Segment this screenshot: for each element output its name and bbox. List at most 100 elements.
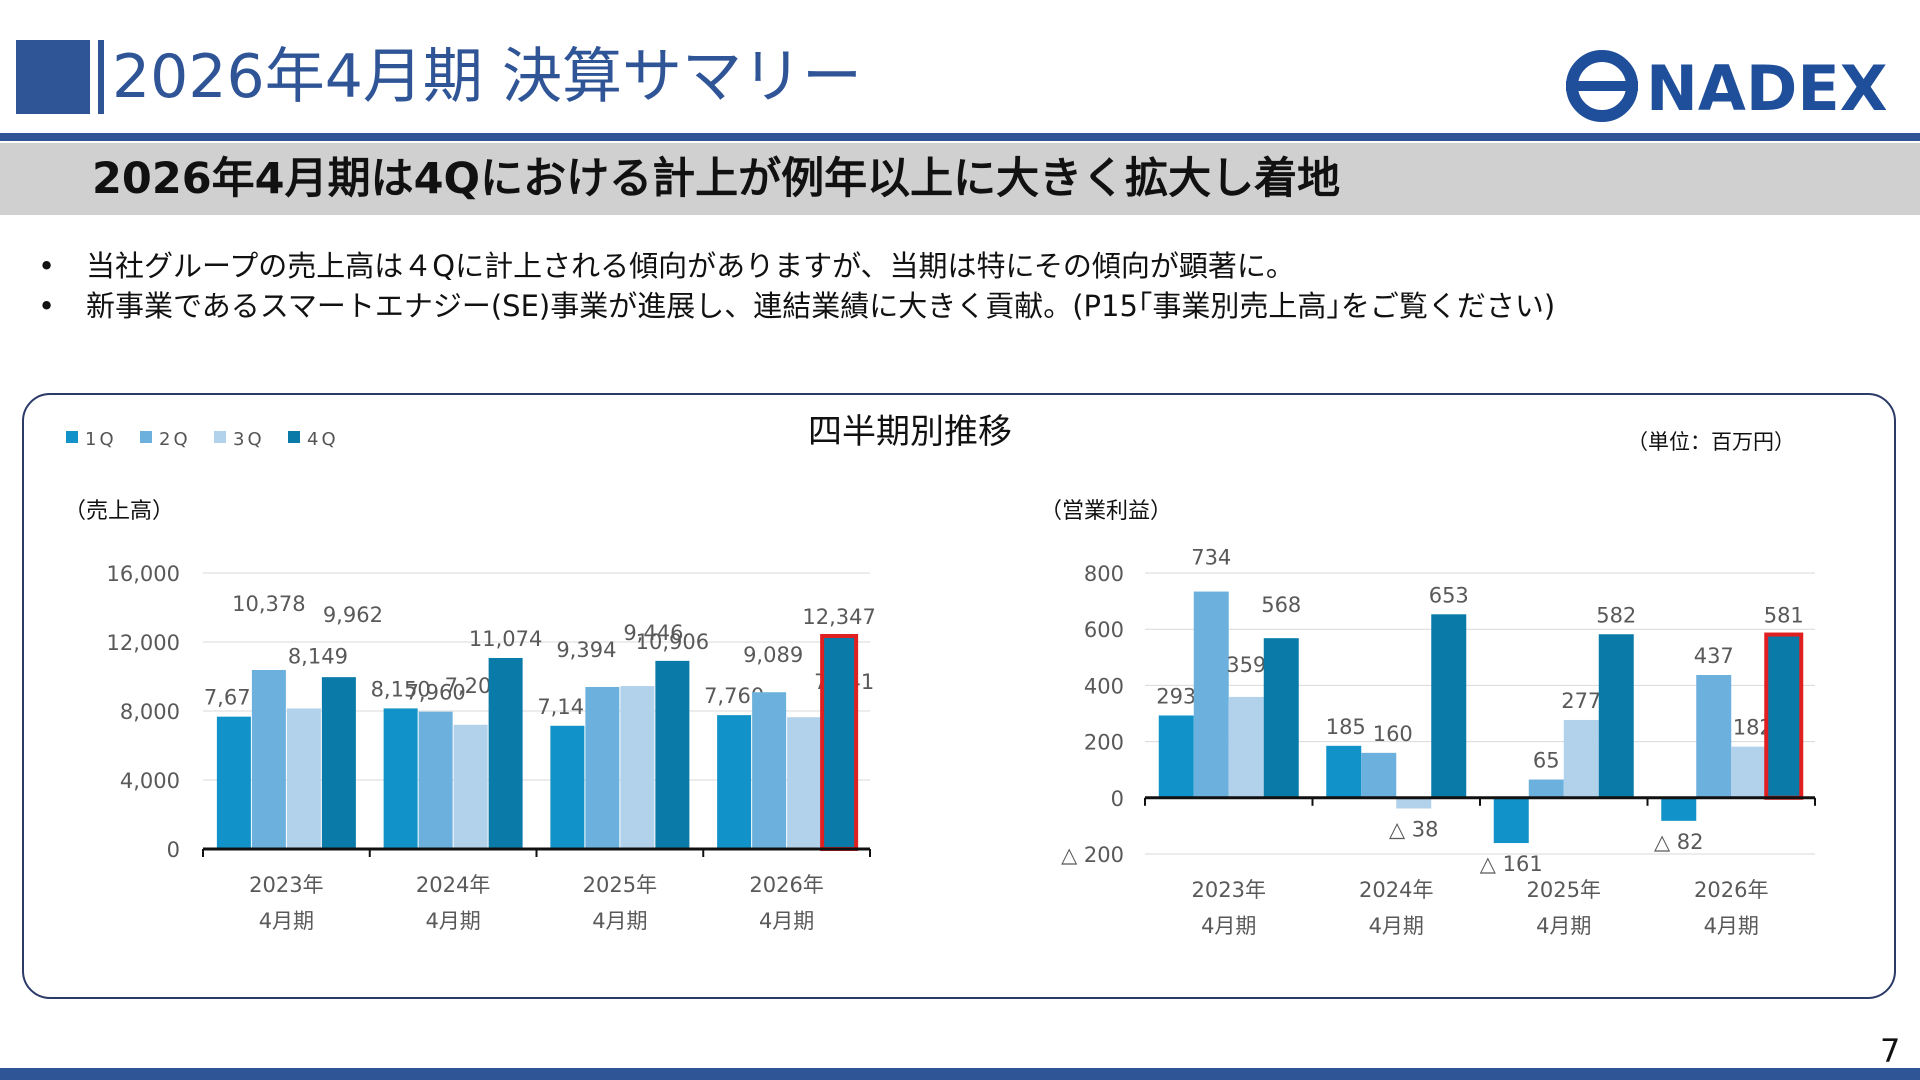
chart-bar [216, 716, 251, 849]
chart-bar [286, 708, 321, 849]
data-label: △ 38 [1389, 817, 1439, 841]
legend-label: 4Q [307, 429, 339, 450]
bullet-list: • 当社グループの売上高は４Qに計上される傾向がありますが、当期は特にその傾向が顕… [38, 246, 1555, 326]
page-number: 7 [1880, 1032, 1901, 1070]
data-label: 160 [1373, 722, 1413, 746]
chart-bar [820, 634, 859, 851]
y-tick-label: 600 [1084, 618, 1124, 642]
data-label: 9,089 [743, 643, 803, 667]
x-tick-label: 4月期 [1369, 914, 1424, 938]
data-label: 359 [1226, 653, 1266, 677]
x-tick-label: 2023年 [1192, 878, 1266, 902]
chart-bar [1326, 745, 1362, 798]
legend-label: 3Q [233, 429, 265, 450]
chart-bar [1696, 675, 1732, 798]
legend-label: 2Q [159, 429, 191, 450]
chart-bar [620, 686, 655, 849]
chart-bar [1598, 634, 1634, 798]
data-label: 582 [1596, 603, 1636, 627]
legend-swatch [288, 431, 300, 443]
bullet-item: • 当社グループの売上高は４Qに計上される傾向がありますが、当期は特にその傾向が顕… [38, 246, 1555, 286]
legend-swatch [214, 431, 226, 443]
x-tick-label: 2026年 [749, 873, 823, 897]
x-tick-label: 4月期 [1704, 914, 1759, 938]
header-rule [0, 133, 1920, 141]
data-label: 65 [1533, 749, 1560, 773]
x-tick-label: 4月期 [592, 909, 647, 933]
data-label: 9,446 [623, 621, 683, 645]
x-tick-label: 4月期 [1536, 914, 1591, 938]
bullet-marker: • [38, 289, 56, 323]
x-tick-label: 4月期 [425, 909, 480, 933]
chart-bar [787, 717, 822, 849]
chart-bar [1563, 719, 1599, 798]
chart-bar [1263, 638, 1299, 798]
chart-bar [1661, 797, 1697, 821]
y-tick-label: 200 [1084, 731, 1124, 755]
data-label: 10,378 [232, 592, 305, 616]
chart-bar [1493, 797, 1529, 844]
chart-bar [717, 715, 752, 849]
data-label: 9,962 [323, 603, 383, 627]
data-label: 7,960 [406, 681, 466, 705]
chart-bar [1361, 752, 1397, 798]
data-label: 293 [1156, 684, 1196, 708]
data-label: 653 [1429, 583, 1469, 607]
footer-rule [0, 1068, 1920, 1080]
chart-bar [550, 725, 585, 849]
chart-bar [752, 692, 787, 849]
y-tick-label: 0 [167, 838, 180, 862]
bullet-text: 新事業であるスマートエナジー(SE)事業が進展し、連結業績に大きく貢献。(P15… [86, 289, 1556, 323]
chart-bar [1396, 797, 1432, 809]
chart-bar [453, 724, 488, 849]
chart-bar [1528, 779, 1564, 798]
header-accent-block [16, 40, 90, 114]
x-tick-label: 2024年 [1359, 878, 1433, 902]
x-tick-label: 2024年 [416, 873, 490, 897]
chart-bar [1228, 696, 1264, 798]
chart-bar [1764, 632, 1804, 800]
y-tick-label: 16,000 [107, 562, 180, 586]
chart-bar [1731, 746, 1767, 798]
x-tick-label: 2026年 [1694, 878, 1768, 902]
chart-title: （営業利益） [1040, 499, 1172, 524]
unit-label: （単位：百万円） [1627, 430, 1795, 454]
data-label: 8,150 [371, 677, 431, 701]
chart-bar [418, 711, 453, 849]
chart-bar [383, 708, 418, 849]
data-label: △ 161 [1480, 852, 1543, 876]
logo-text: NADEX [1646, 52, 1888, 122]
data-label: 11,074 [469, 627, 542, 651]
chart-bar [655, 660, 690, 849]
chart-bar [1193, 591, 1229, 798]
y-tick-label: 8,000 [120, 700, 180, 724]
y-tick-label: 4,000 [120, 769, 180, 793]
data-label: 10,906 [636, 630, 709, 654]
data-label: 9,394 [556, 638, 616, 662]
x-tick-label: 4月期 [259, 909, 314, 933]
x-tick-label: 4月期 [759, 909, 814, 933]
chart-bar [488, 657, 523, 849]
data-label: 277 [1561, 689, 1601, 713]
logo-emblem-bar [1566, 81, 1638, 91]
chart-bar [1158, 715, 1194, 798]
chart-bar [585, 686, 620, 849]
company-logo: NADEX [1566, 50, 1888, 122]
subheading-band: 2026年4月期は4Qにおける計上が例年以上に大きく拡大し着地 [0, 143, 1920, 215]
data-label: 12,347 [802, 605, 875, 629]
legend-label: 1Q [85, 429, 117, 450]
legend-swatch [140, 431, 152, 443]
chart-bar [321, 677, 356, 849]
data-label: 568 [1261, 593, 1301, 617]
header-accent-bar [98, 40, 104, 114]
y-tick-label: 0 [1111, 787, 1124, 811]
x-tick-label: 4月期 [1201, 914, 1256, 938]
bullet-marker: • [38, 249, 56, 283]
data-label: 185 [1326, 715, 1366, 739]
y-tick-label: 400 [1084, 674, 1124, 698]
y-tick-label: △ 200 [1061, 843, 1124, 867]
data-label: 437 [1694, 644, 1734, 668]
data-label: 581 [1764, 604, 1804, 628]
data-label: 734 [1191, 546, 1231, 570]
